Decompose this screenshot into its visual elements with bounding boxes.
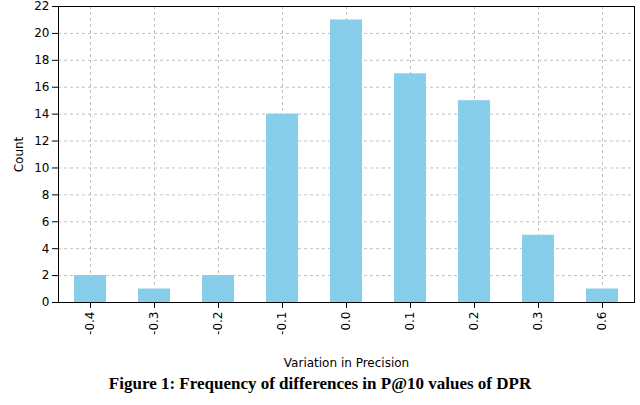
svg-text:10: 10 — [34, 161, 49, 175]
svg-text:0.3: 0.3 — [531, 312, 545, 331]
svg-text:12: 12 — [34, 134, 49, 148]
svg-text:0.2: 0.2 — [467, 312, 481, 331]
svg-text:4: 4 — [42, 242, 50, 256]
svg-text:0: 0 — [42, 295, 50, 309]
svg-text:22: 22 — [34, 0, 49, 13]
svg-text:0.1: 0.1 — [403, 312, 417, 331]
svg-text:8: 8 — [42, 188, 50, 202]
svg-text:2: 2 — [42, 268, 50, 282]
svg-text:6: 6 — [42, 215, 50, 229]
svg-text:14: 14 — [34, 107, 49, 121]
svg-text:Variation in Precision: Variation in Precision — [284, 356, 409, 370]
svg-text:-0.4: -0.4 — [83, 312, 97, 335]
svg-text:18: 18 — [34, 53, 49, 67]
svg-text:-0.3: -0.3 — [147, 312, 161, 335]
html-text:Figure 1: Frequency of differe: Figure 1: Frequency of differences in P@… — [108, 374, 532, 393]
svg-text:-0.1: -0.1 — [275, 312, 289, 335]
svg-text:20: 20 — [34, 26, 49, 40]
svg-text:0.0: 0.0 — [339, 312, 353, 331]
svg-text:16: 16 — [34, 80, 49, 94]
svg-text:0.6: 0.6 — [595, 312, 609, 331]
svg-text:-0.2: -0.2 — [211, 312, 225, 335]
svg-text:Count: Count — [12, 136, 26, 172]
